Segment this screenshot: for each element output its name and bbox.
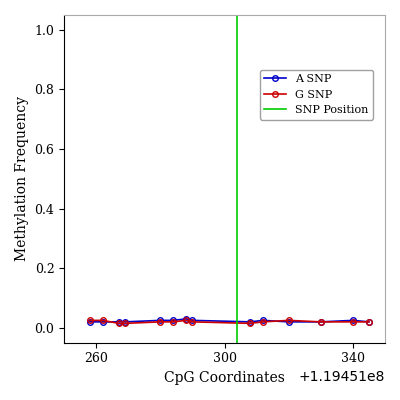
Legend: A SNP, G SNP, SNP Position: A SNP, G SNP, SNP Position (260, 70, 373, 120)
X-axis label: CpG Coordinates: CpG Coordinates (164, 371, 285, 385)
Y-axis label: Methylation Frequency: Methylation Frequency (15, 96, 29, 261)
